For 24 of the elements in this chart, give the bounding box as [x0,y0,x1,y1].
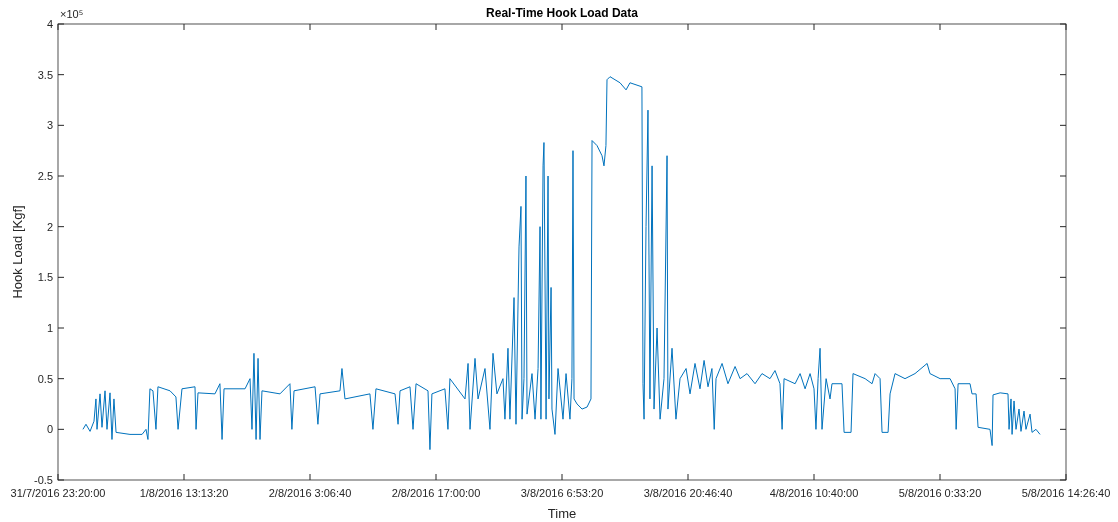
y-tick-label: 4 [46,18,53,30]
x-tick-label: 2/8/2016 3:06:40 [268,487,352,499]
y-tick-label: 0.5 [37,372,53,385]
x-tick-label: 5/8/2016 14:26:40 [1021,487,1111,499]
y-tick-label: 1.5 [37,271,53,284]
y-axis-title: Hook Load [Kgf] [10,205,25,299]
chart-title: Real-Time Hook Load Data [486,6,639,20]
y-tick-label: -0.5 [34,474,53,486]
text: ×10⁵ [60,8,84,20]
x-tick-label: 4/8/2016 10:40:00 [769,487,859,499]
x-axis-title: Time [547,506,577,521]
y-tick-label: 2 [46,220,53,233]
y-tick-label: 3.5 [37,68,53,81]
x-tick-label: 3/8/2016 6:53:20 [520,487,604,499]
x-tick-label: 5/8/2016 0:33:20 [898,487,982,499]
y-tick-label: 3 [46,119,53,132]
x-tick-label: 2/8/2016 17:00:00 [391,487,481,499]
y-tick-label: 1 [46,322,53,334]
line-series [82,76,1041,451]
y-tick-label: 0 [46,423,53,436]
x-tick-label: 1/8/2016 13:13:20 [139,487,229,499]
x-tick-label: 3/8/2016 20:46:40 [643,487,733,499]
y-tick-label: 2.5 [37,170,53,182]
x-tick-label: 31/7/2016 23:20:00 [10,487,106,499]
